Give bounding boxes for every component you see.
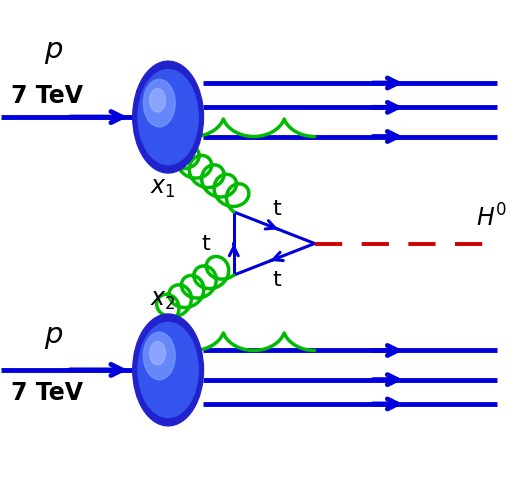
Text: $H^0$: $H^0$ xyxy=(476,204,507,231)
Ellipse shape xyxy=(133,314,203,426)
Text: t: t xyxy=(202,234,211,254)
Ellipse shape xyxy=(133,62,203,174)
Ellipse shape xyxy=(143,80,175,127)
Text: t: t xyxy=(272,269,281,289)
Ellipse shape xyxy=(138,70,198,165)
Text: t: t xyxy=(272,199,281,219)
Ellipse shape xyxy=(138,323,198,418)
Text: 7 TeV: 7 TeV xyxy=(11,380,83,404)
Text: $p$: $p$ xyxy=(44,322,63,350)
Text: $x_1$: $x_1$ xyxy=(150,177,176,200)
Ellipse shape xyxy=(149,89,165,113)
Text: $x_2$: $x_2$ xyxy=(150,288,176,311)
Ellipse shape xyxy=(143,332,175,380)
Text: 7 TeV: 7 TeV xyxy=(11,84,83,108)
Text: $p$: $p$ xyxy=(44,39,63,66)
Ellipse shape xyxy=(149,342,165,365)
